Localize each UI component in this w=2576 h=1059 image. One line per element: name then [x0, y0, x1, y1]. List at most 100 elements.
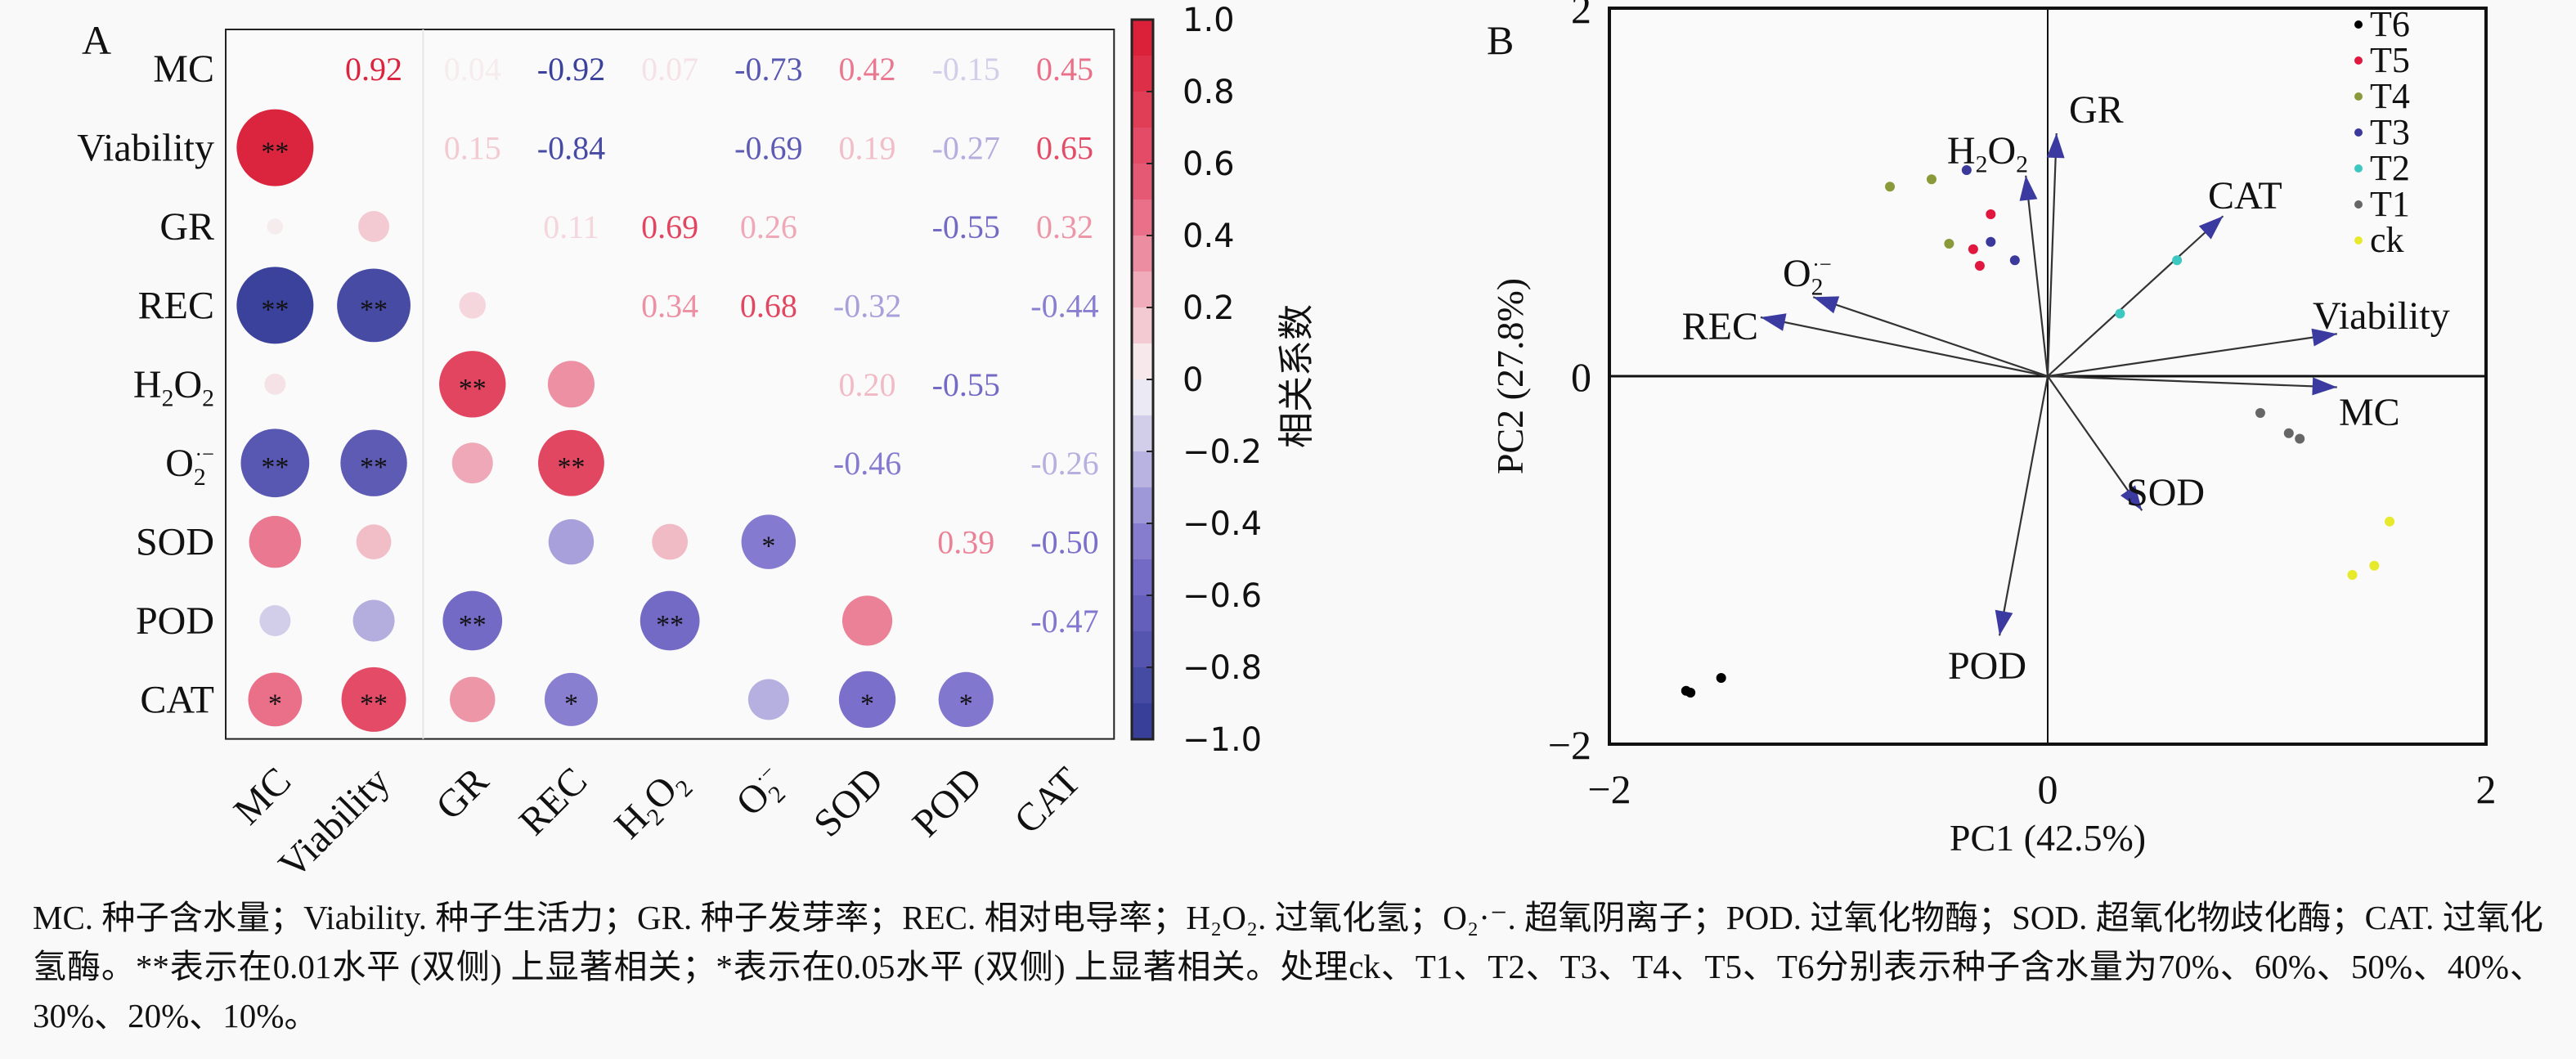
correlation-circle	[538, 429, 604, 496]
correlation-circle	[450, 676, 496, 723]
score-point-T1	[2255, 408, 2265, 418]
correlation-circle	[236, 267, 314, 344]
correlation-value-label: -0.92	[537, 51, 605, 88]
correlation-value-label: -0.32	[833, 287, 901, 324]
correlation-value-label: -0.50	[1030, 524, 1098, 561]
colorbar-segment	[1132, 20, 1153, 56]
score-point-T1	[2295, 433, 2305, 444]
row-label: O2·−	[165, 442, 214, 491]
score-point-T1	[2283, 428, 2294, 438]
score-point-ck	[2385, 516, 2395, 527]
colorbar-segment	[1132, 379, 1153, 416]
correlation-circle	[938, 671, 994, 727]
loading-arrow-line	[2025, 175, 2049, 377]
correlation-value-label: -0.69	[734, 130, 802, 167]
correlation-circle	[352, 599, 395, 642]
column-label: POD	[904, 759, 990, 845]
correlation-value-label: -0.44	[1030, 287, 1098, 324]
correlation-circle	[747, 679, 789, 720]
correlation-circle	[547, 361, 595, 408]
loading-arrow-line	[2047, 215, 2224, 377]
correlation-circle	[838, 671, 896, 729]
row-label: Viability	[77, 127, 214, 170]
figure-caption: MC. 种子含水量；Viability. 种子生活力；GR. 种子发芽率；REC…	[33, 899, 2543, 1034]
row-label: POD	[136, 599, 214, 643]
arrowhead-icon	[1760, 313, 1787, 331]
correlation-circle	[341, 666, 406, 732]
colorbar-tick-label: 1.0	[1183, 2, 1235, 39]
colorbar-segment	[1132, 487, 1153, 524]
loading-arrow-line	[1998, 375, 2049, 636]
x-axis-label: PC1 (42.5%)	[1950, 817, 2146, 859]
y-tick-label: 2	[1571, 0, 1591, 32]
loading-label: CAT	[2208, 174, 2282, 218]
colorbar-title: 相关系数	[1277, 304, 1317, 448]
column-label: Viability	[271, 759, 398, 886]
correlation-value-label: -0.47	[1030, 603, 1098, 639]
colorbar-segment	[1132, 451, 1153, 488]
colorbar-tick-label: −0.8	[1183, 649, 1262, 687]
correlation-circle	[358, 211, 390, 242]
column-label: H2O2	[606, 759, 698, 850]
x-tick-label: 2	[2476, 766, 2497, 812]
colorbar-tick-label: 0.2	[1183, 289, 1235, 327]
legend-label: T2	[2370, 148, 2410, 188]
colorbar-segment	[1132, 307, 1153, 344]
arrowhead-icon	[2120, 485, 2143, 511]
colorbar-segment	[1132, 559, 1153, 596]
loading-label: O2·−	[1783, 252, 1832, 301]
colorbar-segment	[1132, 415, 1153, 452]
arrowhead-icon	[1813, 296, 1840, 314]
score-point-T3	[1961, 165, 1972, 175]
colorbar-segment	[1132, 631, 1153, 668]
correlation-value-label: 0.45	[1036, 51, 1093, 88]
correlation-circle	[240, 429, 310, 498]
score-point-T4	[1885, 182, 1896, 192]
arrowhead-icon	[2046, 133, 2065, 159]
colorbar-segment	[1132, 236, 1153, 272]
loading-arrow-line	[2046, 132, 2058, 377]
column-label: MC	[226, 759, 299, 832]
score-point-T4	[1926, 174, 1936, 185]
significance-mark: **	[261, 294, 289, 325]
legend-label: ck	[2370, 220, 2404, 260]
column-label: GR	[428, 759, 497, 828]
colorbar-segment	[1132, 703, 1153, 740]
legend-label: T4	[2370, 76, 2410, 116]
correlation-value-label: 0.07	[641, 51, 698, 88]
colorbar-segment	[1132, 523, 1153, 560]
correlation-circle	[259, 605, 291, 636]
correlation-value-label: 0.42	[839, 51, 896, 88]
significance-mark: **	[360, 452, 388, 482]
correlation-value-label: 0.68	[740, 287, 797, 324]
colorbar-tick-label: −1.0	[1183, 721, 1262, 759]
loading-label: MC	[2339, 391, 2400, 434]
colorbar-tick-label: 0.6	[1183, 146, 1235, 183]
colorbar-tick-label: −0.4	[1183, 505, 1262, 543]
correlation-circle	[267, 218, 284, 235]
row-label: REC	[138, 284, 214, 327]
score-point-T2	[2115, 308, 2125, 319]
legend-label: T6	[2370, 4, 2410, 44]
correlation-value-label: 0.04	[444, 51, 501, 88]
correlation-value-label: -0.73	[734, 51, 802, 88]
arrowhead-icon	[2311, 328, 2337, 347]
significance-mark: **	[459, 374, 487, 404]
correlation-value-label: 0.15	[444, 130, 501, 167]
y-tick-label: 0	[1571, 354, 1591, 400]
significance-mark: **	[261, 452, 289, 482]
score-point-T3	[1986, 236, 1996, 247]
column-label: CAT	[1006, 759, 1089, 842]
column-label: REC	[511, 759, 595, 843]
correlation-value-label: 0.65	[1036, 130, 1093, 167]
colorbar-segment	[1132, 56, 1153, 92]
significance-mark: *	[959, 689, 973, 719]
correlation-value-label: 0.69	[641, 209, 698, 245]
significance-mark: **	[557, 452, 585, 482]
correlation-circle	[548, 518, 595, 565]
correlation-value-label: -0.26	[1030, 445, 1098, 482]
legend-label: T3	[2370, 112, 2410, 152]
y-tick-label: −2	[1548, 722, 1591, 768]
arrowhead-icon	[2198, 216, 2224, 240]
